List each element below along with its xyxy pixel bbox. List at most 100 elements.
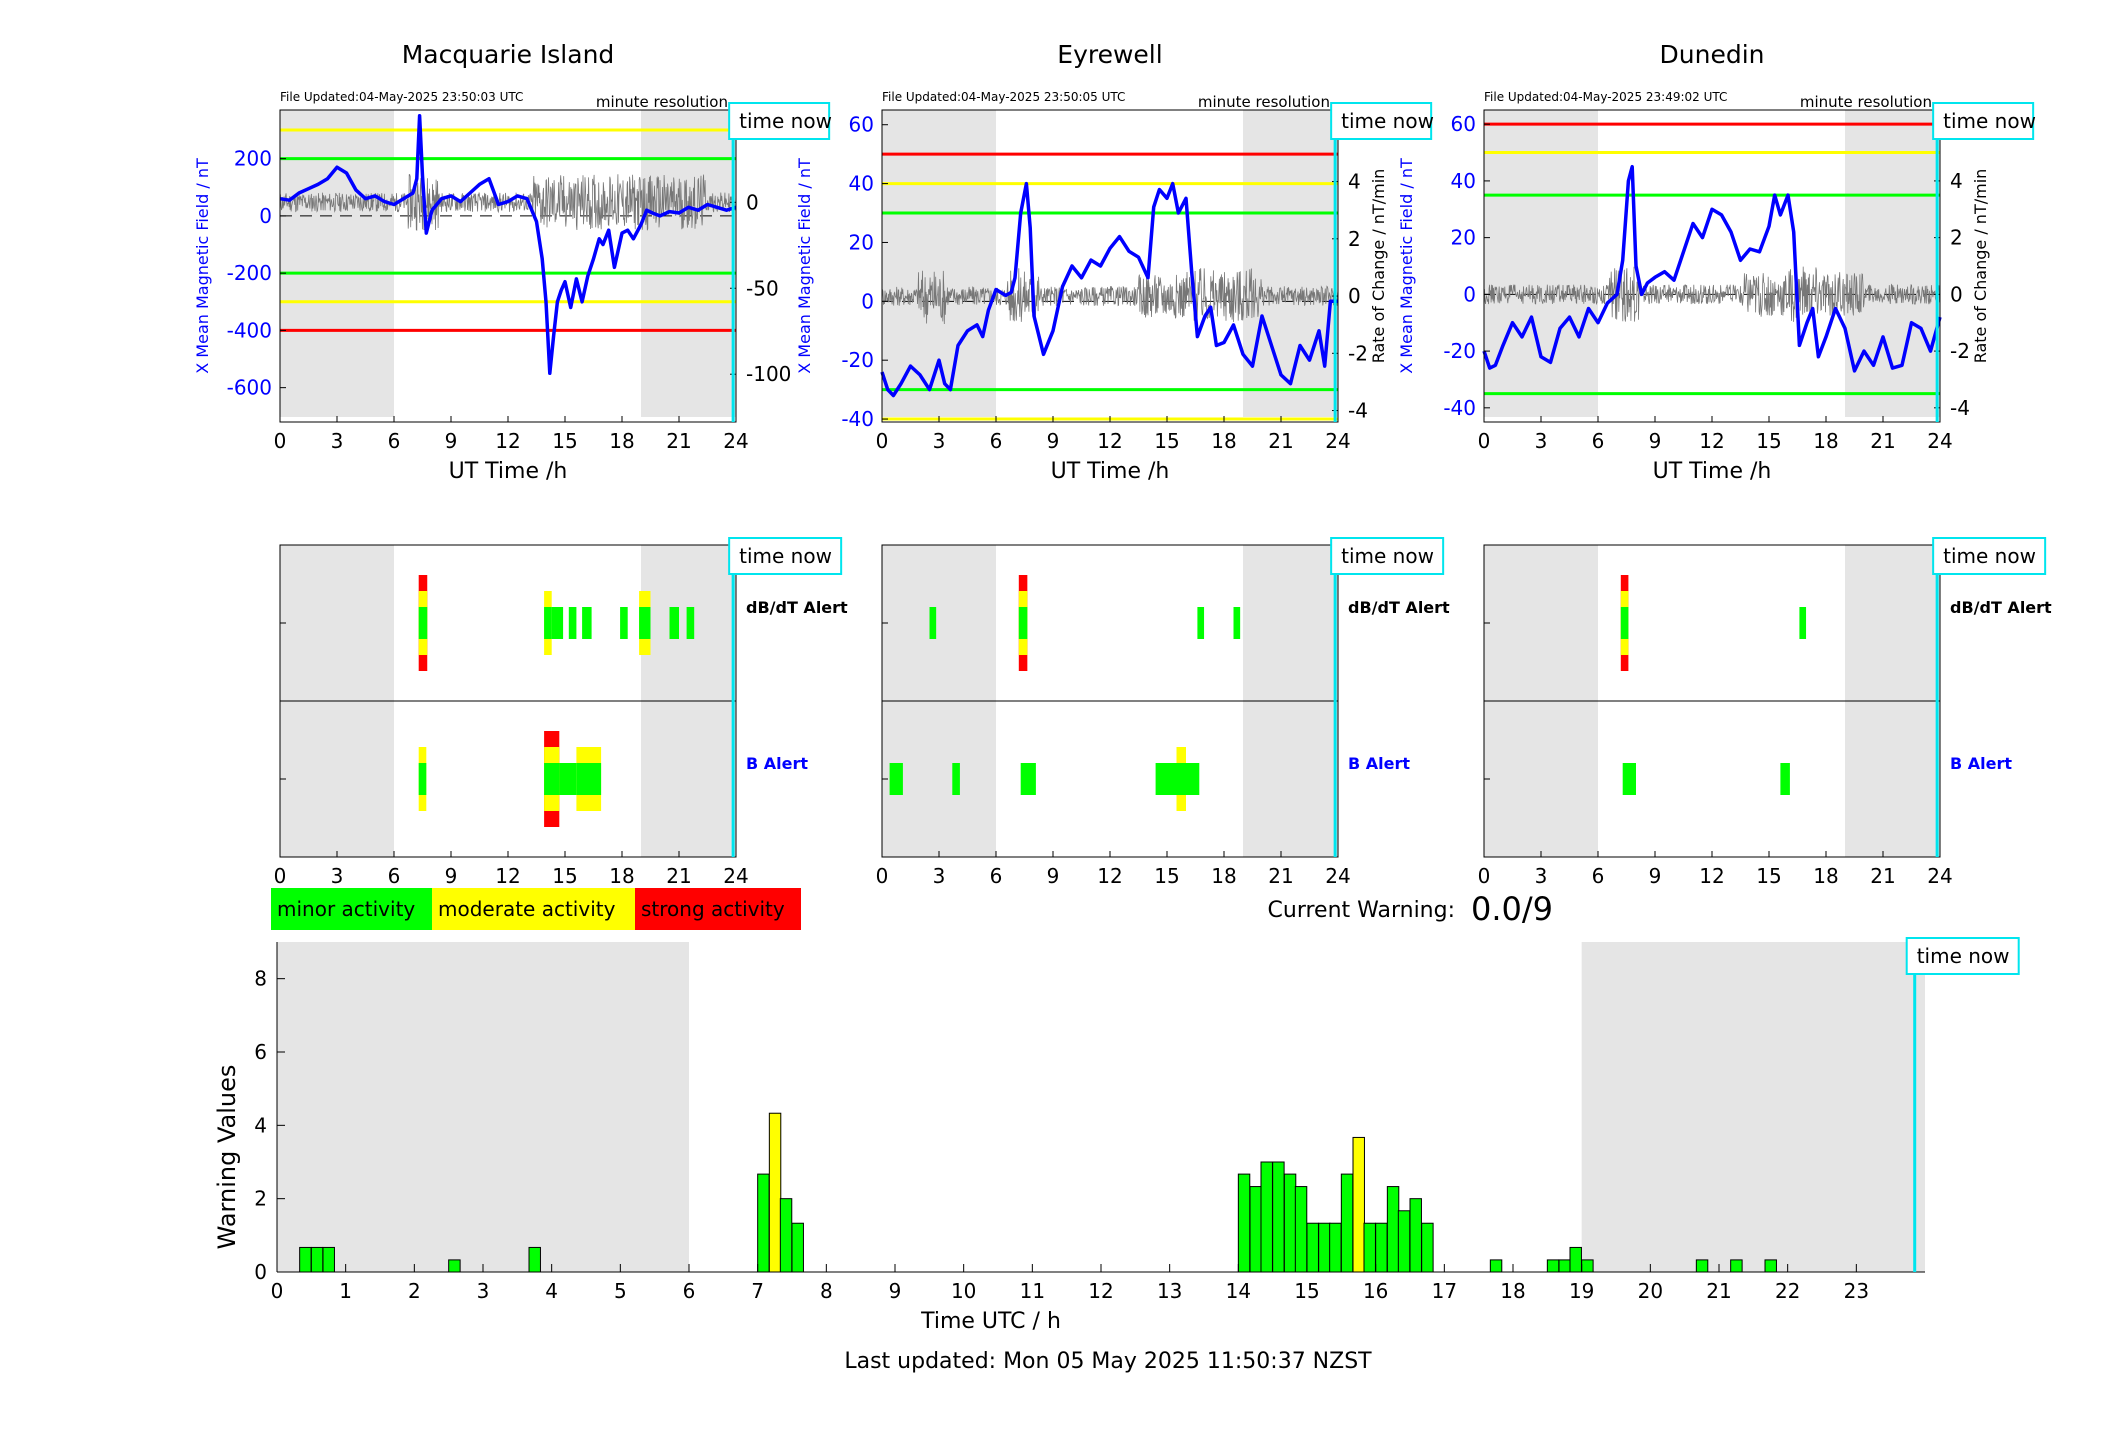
activity-legend: minor activity moderate activity strong ac…: [271, 888, 801, 930]
alert-bar-minor: [952, 763, 960, 795]
rate-of-change-trace: [279, 173, 737, 231]
x-tick-label: 3: [1535, 429, 1548, 453]
warning-bar: [1730, 1259, 1743, 1273]
warning-bar: [1489, 1259, 1503, 1273]
y-tick-label: -40: [1443, 396, 1476, 420]
night-shading-band: [277, 942, 689, 1272]
x-tick-label: 6: [1592, 429, 1605, 453]
y2-tick-label: -2: [1348, 341, 1368, 365]
warning-bar: [757, 1173, 770, 1273]
legend-swatch-0: [271, 888, 432, 930]
x-tick-label: 16: [1363, 1279, 1388, 1303]
x-tick-label: 0: [1478, 864, 1491, 888]
alert-bar-minor: [1620, 607, 1629, 639]
x-tick-label: 6: [388, 864, 401, 888]
x-tick-label: 6: [990, 864, 1003, 888]
y-tick-label: 20: [1451, 226, 1476, 250]
time-now-label: time now: [1943, 544, 2036, 568]
x-tick-label: 24: [1927, 864, 1952, 888]
warning-bar: [1569, 1246, 1582, 1273]
x-tick-label: 21: [1268, 864, 1293, 888]
x-tick-label: 0: [274, 864, 287, 888]
night-shading-band: [882, 110, 996, 417]
x-tick-label: 22: [1775, 1279, 1800, 1303]
alert-bar-minor: [576, 763, 584, 795]
x-tick-label: 15: [552, 864, 577, 888]
warning-bar: [1558, 1259, 1571, 1273]
y-tick-label: 8: [254, 967, 267, 991]
x-tick-label: 18: [609, 864, 634, 888]
legend-label-2: strong activity: [641, 897, 785, 921]
x-tick-label: 15: [552, 429, 577, 453]
x-tick-label: 10: [951, 1279, 976, 1303]
night-shading-band: [280, 110, 394, 417]
x-tick-label: 6: [990, 429, 1003, 453]
alert-panel: dB/dT Alert B Alert 0 3 6 9 12 15 18 21 24 time now: [1478, 537, 2052, 888]
time-now-box: [1330, 537, 1445, 575]
y-tick-label: 40: [1451, 169, 1476, 193]
x-tick-label: 24: [1325, 429, 1350, 453]
y-tick-label: 2: [254, 1187, 267, 1211]
warning-bar: [1237, 1173, 1251, 1273]
x-tick-label: 21: [1870, 429, 1895, 453]
x-tick-label: 15: [1756, 429, 1781, 453]
alert-bar-minor: [1233, 607, 1241, 639]
x-tick-label: 1: [339, 1279, 352, 1303]
warning-bar: [310, 1246, 324, 1273]
x-tick-label: 12: [1699, 864, 1724, 888]
minute-resolution-label: minute resolution: [1800, 93, 1932, 111]
x-tick-label: 19: [1569, 1279, 1594, 1303]
night-shading-band: [1484, 110, 1598, 417]
station-title: Macquarie Island: [402, 40, 615, 69]
y-tick-label: 60: [1451, 112, 1476, 136]
dbdt-alert-label: dB/dT Alert: [1348, 598, 1450, 617]
x-tick-label: 9: [1047, 429, 1060, 453]
x-tick-label: 0: [1478, 429, 1491, 453]
warning-bar: [1329, 1222, 1342, 1273]
warning-bar: [1375, 1222, 1388, 1273]
mean-field-line: [880, 181, 1338, 398]
station-panel-2: Dunedin File Updated:04-May-2025 23:49:02…: [1397, 40, 2052, 888]
y-tick-label: 0: [861, 289, 874, 313]
time-now-box: [1330, 102, 1433, 140]
alert-bar-minor: [1176, 763, 1186, 795]
y2-axis-label: Rate of Change / nT/min: [1971, 169, 1990, 364]
alert-bar-minor: [1197, 607, 1205, 639]
x-tick-label: 9: [889, 1279, 902, 1303]
alert-bar-minor: [639, 607, 651, 639]
x-tick-label: 24: [723, 429, 748, 453]
x-tick-label: 18: [1500, 1279, 1525, 1303]
station-title: Dunedin: [1660, 40, 1765, 69]
mean-field-line: [279, 113, 737, 376]
y-tick-label: -40: [841, 407, 874, 431]
warning-bar: [1386, 1186, 1400, 1273]
x-axis-label: UT Time /h: [449, 459, 568, 484]
alert-bar-minor: [568, 607, 577, 639]
minute-resolution-label: minute resolution: [1198, 93, 1330, 111]
warning-bar: [1581, 1259, 1594, 1273]
x-tick-label: 15: [1154, 864, 1179, 888]
y-tick-label: -20: [841, 348, 874, 372]
warning-bar: [1695, 1259, 1709, 1273]
x-tick-label: 9: [1649, 864, 1662, 888]
current-warning-label: Current Warning:: [1268, 898, 1455, 923]
time-now-label: time now: [739, 544, 832, 568]
time-now-label: time now: [1341, 544, 1434, 568]
x-tick-label: 24: [1927, 429, 1952, 453]
mean-field-line: [1482, 164, 1942, 373]
last-updated: Last updated: Mon 05 May 2025 11:50:37 N…: [844, 1349, 1372, 1374]
x-tick-label: 13: [1157, 1279, 1182, 1303]
night-shading-band: [1845, 110, 1940, 417]
y2-tick-label: 0: [1348, 284, 1361, 308]
x-tick-label: 3: [1535, 864, 1548, 888]
x-tick-label: 9: [1047, 864, 1060, 888]
alert-bar-minor: [929, 607, 937, 639]
y2-axis-label: Rate of Change / nT/min: [1369, 169, 1388, 364]
alert-bar-minor: [1155, 763, 1177, 795]
y-axis-label: Warning Values: [213, 1065, 241, 1250]
x-tick-label: 9: [445, 864, 458, 888]
y2-tick-label: 2: [1950, 226, 1963, 250]
x-tick-label: 18: [609, 429, 634, 453]
